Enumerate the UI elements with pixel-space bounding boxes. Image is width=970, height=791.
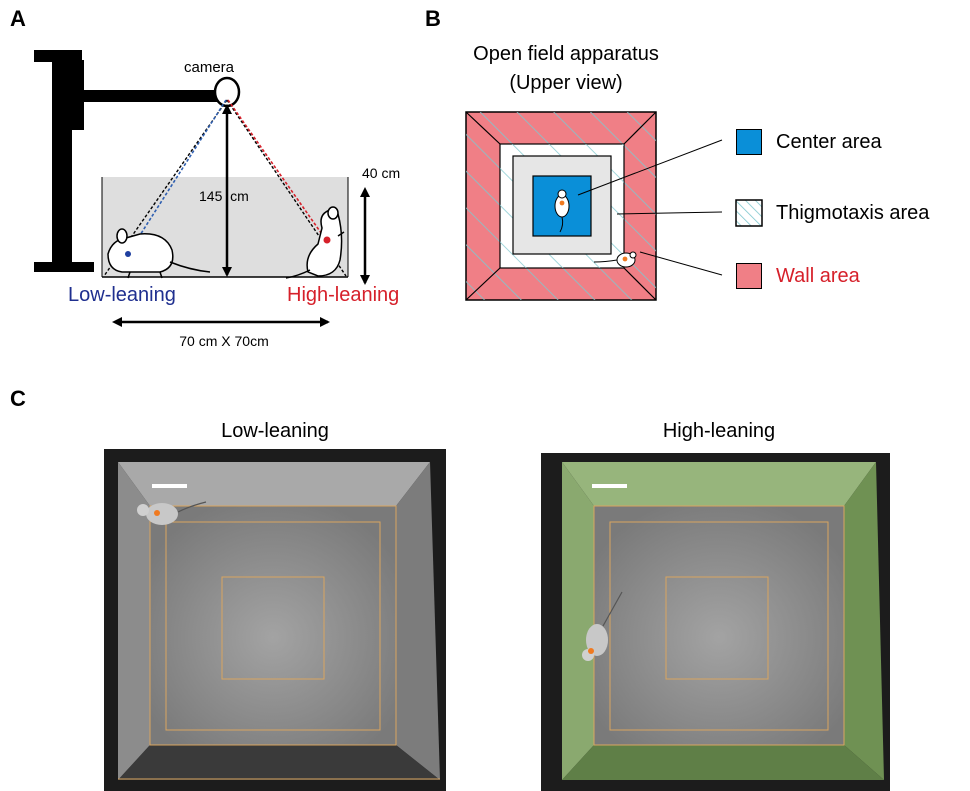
legend-wall-swatch xyxy=(736,263,762,289)
high-sight-line xyxy=(227,99,327,241)
low-leaning-photo xyxy=(104,449,446,791)
camera-stand xyxy=(34,50,220,272)
low-leaning-label: Low-leaning xyxy=(68,284,176,306)
panel-b-title-line1: Open field apparatus xyxy=(473,43,659,65)
floor-size-label: 70 cm X 70cm xyxy=(179,333,269,349)
wall-mouse-icon xyxy=(593,251,637,268)
low-sight-line xyxy=(127,99,227,255)
panel-b-title-line2: (Upper view) xyxy=(509,72,623,94)
center-mouse-icon xyxy=(554,189,570,233)
high-scale-bar xyxy=(592,484,627,488)
low-scale-bar xyxy=(152,484,187,488)
high-leaning-photo xyxy=(541,453,890,791)
panel-b-label: B xyxy=(425,6,441,31)
high-leaning-label: High-leaning xyxy=(287,284,400,306)
legend-wall-label: Wall area xyxy=(776,265,860,287)
height-label: 145 cm xyxy=(199,188,249,204)
panel-c-right-title: High-leaning xyxy=(662,420,776,442)
low-leaning-mouse-photo xyxy=(137,501,207,525)
camera-label: camera xyxy=(183,59,235,76)
legend-center-swatch xyxy=(736,129,762,155)
legend-center-label: Center area xyxy=(776,131,882,153)
panel-c-left-title: Low-leaning xyxy=(221,420,329,442)
wall-height-label: 40 cm xyxy=(362,165,401,181)
panel-a-label: A xyxy=(10,6,26,31)
low-leaning-mouse-icon xyxy=(107,228,211,279)
legend-thigmotaxis-label: Thigmotaxis area xyxy=(776,202,930,224)
panel-c-label: C xyxy=(10,386,26,411)
high-leaning-mouse-icon xyxy=(285,206,345,279)
high-leaning-mouse-photo xyxy=(582,591,623,661)
